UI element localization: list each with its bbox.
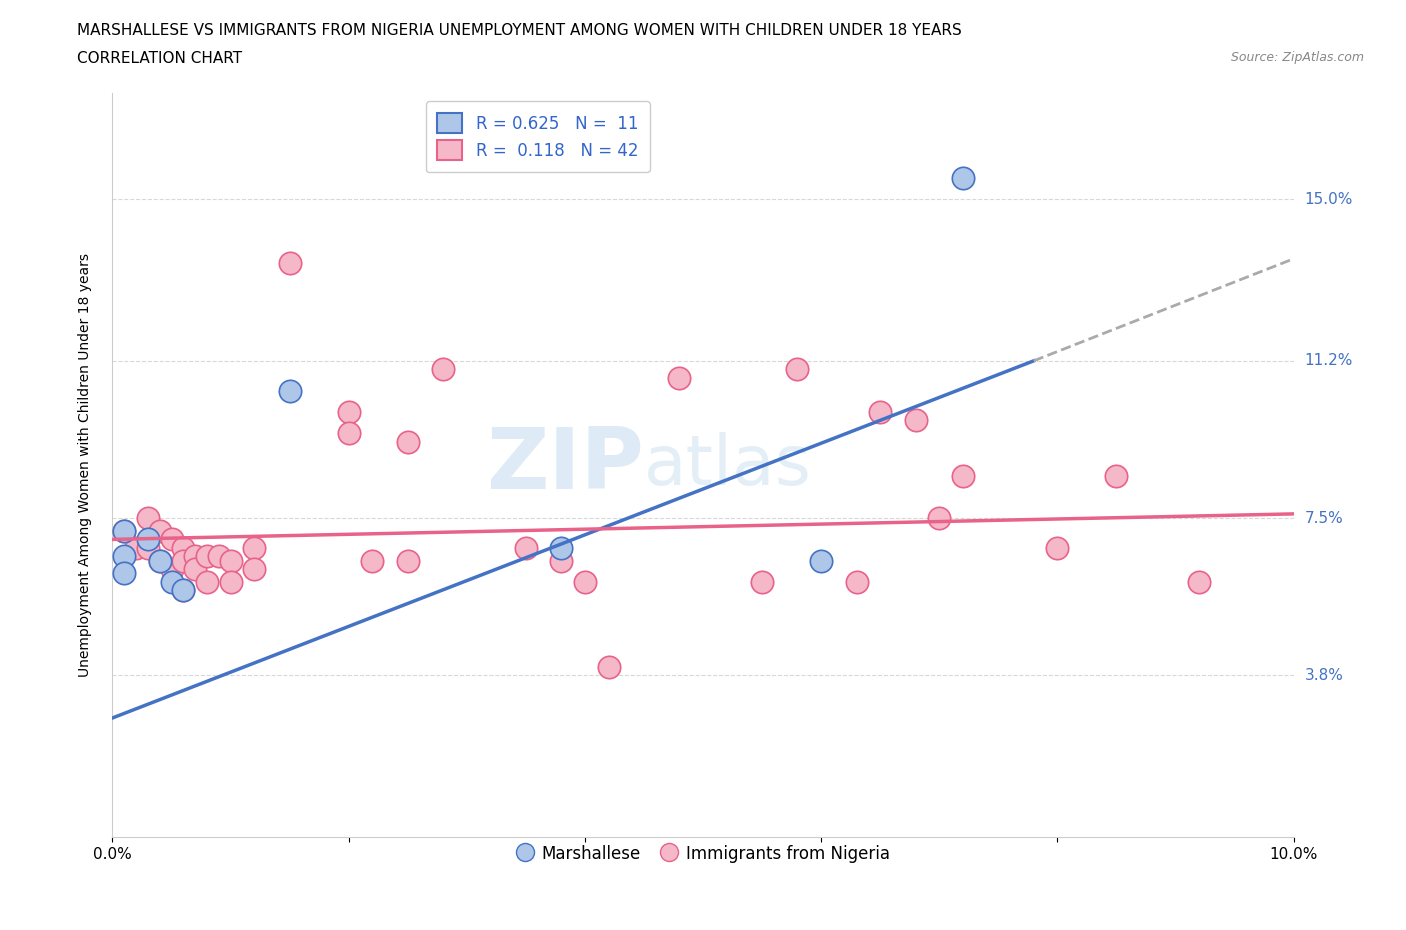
Point xyxy=(1046,540,1069,555)
Point xyxy=(172,553,194,568)
Point xyxy=(869,405,891,419)
Point xyxy=(598,659,620,674)
Point xyxy=(337,405,360,419)
Y-axis label: Unemployment Among Women with Children Under 18 years: Unemployment Among Women with Children U… xyxy=(77,253,91,677)
Point xyxy=(810,553,832,568)
Point xyxy=(1188,575,1211,590)
Point xyxy=(574,575,596,590)
Point xyxy=(219,553,242,568)
Point xyxy=(337,426,360,441)
Point xyxy=(550,553,572,568)
Point xyxy=(751,575,773,590)
Point xyxy=(136,532,159,547)
Point xyxy=(149,524,172,538)
Point xyxy=(184,549,207,564)
Point xyxy=(172,583,194,598)
Text: Source: ZipAtlas.com: Source: ZipAtlas.com xyxy=(1230,51,1364,64)
Point xyxy=(112,566,135,581)
Point xyxy=(125,540,148,555)
Point xyxy=(172,583,194,598)
Point xyxy=(208,549,231,564)
Text: MARSHALLESE VS IMMIGRANTS FROM NIGERIA UNEMPLOYMENT AMONG WOMEN WITH CHILDREN UN: MARSHALLESE VS IMMIGRANTS FROM NIGERIA U… xyxy=(77,23,962,38)
Text: CORRELATION CHART: CORRELATION CHART xyxy=(77,51,242,66)
Point xyxy=(361,553,384,568)
Point xyxy=(184,562,207,577)
Point xyxy=(396,434,419,449)
Point xyxy=(396,553,419,568)
Point xyxy=(136,511,159,525)
Point xyxy=(952,170,974,185)
Legend: Marshallese, Immigrants from Nigeria: Marshallese, Immigrants from Nigeria xyxy=(510,838,896,870)
Point xyxy=(149,553,172,568)
Point xyxy=(160,575,183,590)
Point xyxy=(845,575,868,590)
Point xyxy=(952,468,974,483)
Point xyxy=(786,362,808,377)
Point xyxy=(136,540,159,555)
Point xyxy=(112,524,135,538)
Text: 7.5%: 7.5% xyxy=(1305,511,1343,525)
Text: 15.0%: 15.0% xyxy=(1305,192,1353,206)
Point xyxy=(160,532,183,547)
Point xyxy=(219,575,242,590)
Point xyxy=(550,540,572,555)
Point xyxy=(112,549,135,564)
Point xyxy=(172,540,194,555)
Text: ZIP: ZIP xyxy=(486,423,644,507)
Point xyxy=(1105,468,1128,483)
Point xyxy=(928,511,950,525)
Point xyxy=(904,413,927,428)
Point xyxy=(243,540,266,555)
Point xyxy=(160,562,183,577)
Point xyxy=(112,524,135,538)
Point xyxy=(243,562,266,577)
Text: 3.8%: 3.8% xyxy=(1305,668,1344,683)
Point xyxy=(149,553,172,568)
Text: 11.2%: 11.2% xyxy=(1305,353,1353,368)
Point xyxy=(195,575,218,590)
Point xyxy=(195,549,218,564)
Point xyxy=(278,256,301,271)
Point xyxy=(515,540,537,555)
Point xyxy=(668,370,690,385)
Point xyxy=(278,383,301,398)
Point xyxy=(432,362,454,377)
Text: atlas: atlas xyxy=(644,432,811,498)
